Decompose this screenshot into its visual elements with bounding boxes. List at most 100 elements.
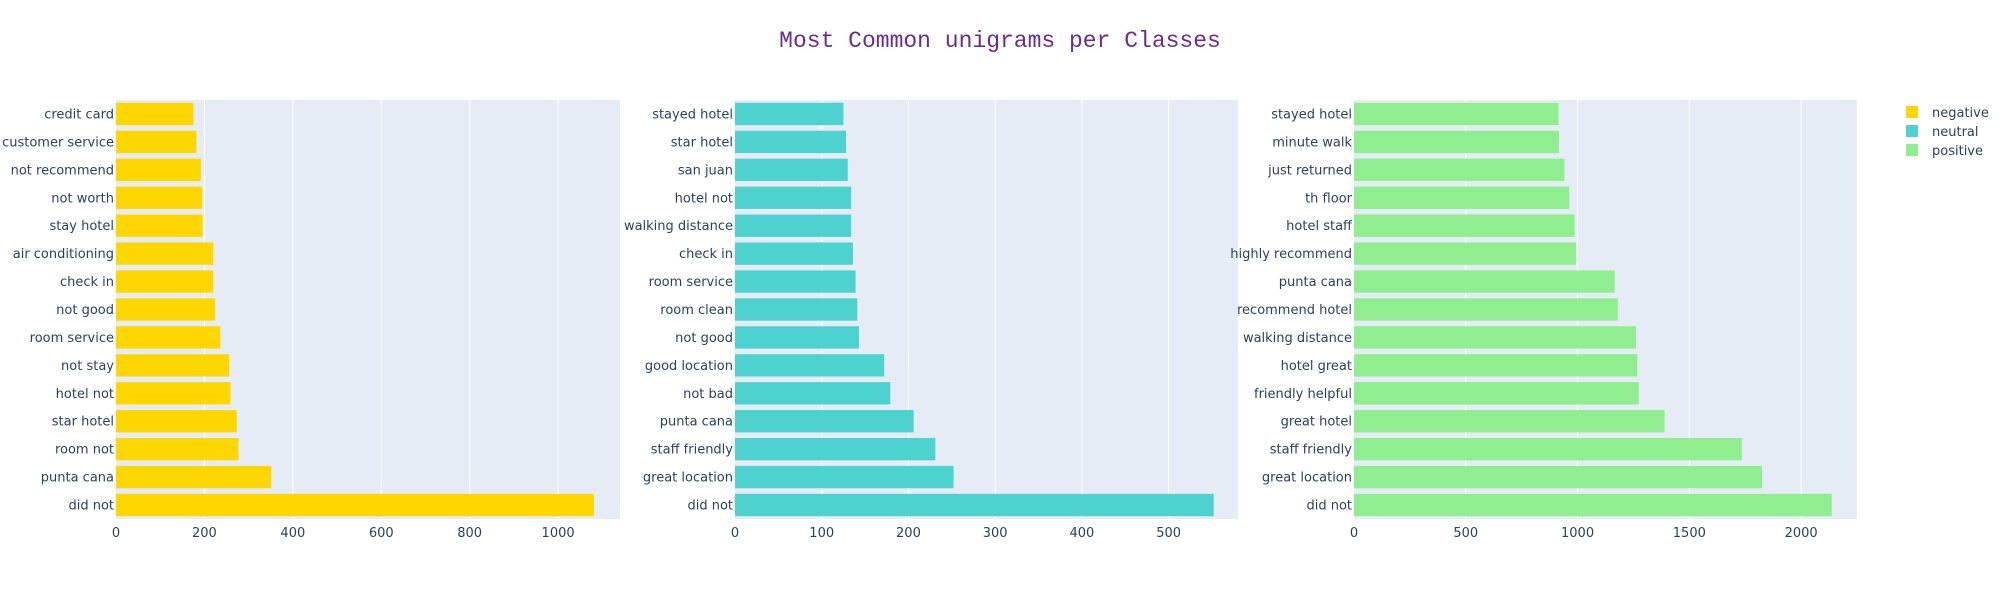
bar-stayed-hotel (735, 102, 844, 126)
bar-star-hotel (735, 130, 847, 154)
y-tick-label: friendly helpful (1254, 387, 1352, 402)
bar-great-location (1354, 465, 1762, 489)
bar-not-good (116, 298, 216, 321)
y-tick-label: just returned (1267, 163, 1352, 178)
y-tick-label: air conditioning (13, 247, 114, 262)
y-tick-label: recommend hotel (1237, 303, 1352, 318)
y-tick-label: not recommend (11, 163, 114, 178)
legend-label: positive (1932, 144, 1983, 159)
y-tick-label: did not (68, 499, 114, 514)
bar-staff-friendly (735, 437, 936, 461)
bar-credit-card (116, 102, 194, 126)
y-tick-label: not stay (61, 359, 114, 374)
chart-title: Most Common unigrams per Classes (779, 28, 1221, 54)
y-tick-label: good location (645, 359, 733, 374)
y-tick-label: credit card (44, 107, 114, 122)
bar-not-worth (116, 186, 203, 209)
y-tick-label: not good (56, 303, 114, 318)
y-tick-label: check in (60, 275, 114, 290)
bar-punta-cana (735, 410, 914, 433)
y-tick-label: hotel not (675, 191, 733, 206)
bar-great-location (735, 465, 954, 489)
bar-hotel-not (116, 382, 231, 405)
legend-item-positive[interactable]: positive (1906, 144, 1983, 159)
bar-hotel-great (1354, 354, 1638, 377)
y-tick-label: stayed hotel (652, 107, 733, 122)
x-tick-label: 100 (809, 526, 834, 541)
y-tick-label: star hotel (671, 135, 733, 150)
x-tick-label: 1500 (1673, 526, 1706, 541)
legend-label: negative (1932, 106, 1989, 121)
legend: negative neutral positive (1906, 106, 1989, 159)
legend-label: neutral (1932, 125, 1979, 140)
y-tick-label: walking distance (624, 219, 733, 234)
y-tick-label: room not (55, 443, 114, 458)
bar-just-returned (1354, 158, 1565, 182)
legend-item-negative[interactable]: negative (1906, 106, 1989, 121)
y-tick-label: room service (649, 275, 733, 290)
bar-did-not (1354, 493, 1832, 517)
bar-not-bad (735, 382, 891, 405)
y-tick-label: punta cana (660, 415, 733, 430)
y-tick-label: did not (687, 499, 733, 514)
y-tick-label: room service (30, 331, 114, 346)
bar-good-location (735, 354, 885, 377)
bar-san-juan (735, 158, 848, 182)
bar-punta-cana (1354, 270, 1615, 293)
bar-punta-cana (116, 465, 272, 489)
x-tick-label: 300 (983, 526, 1008, 541)
x-tick-label: 0 (1350, 526, 1358, 541)
subplot-negative: 0 200 400 600 800 1000 credit card customer ser… (2, 100, 620, 541)
bar-check-in (116, 270, 214, 293)
bar-hotel-not (735, 186, 852, 209)
bar-recommend-hotel (1354, 298, 1618, 321)
bar-walking-distance (1354, 326, 1636, 349)
legend-swatch (1906, 144, 1918, 156)
x-tick-label: 500 (1453, 526, 1478, 541)
bar-room-service (116, 326, 221, 349)
y-tick-label: stayed hotel (1271, 107, 1352, 122)
bar-not-good (735, 326, 860, 349)
bar-did-not (116, 493, 594, 517)
bar-check-in (735, 242, 853, 265)
bar-not-stay (116, 354, 230, 377)
bar-th-floor (1354, 186, 1570, 209)
y-tick-label: san juan (678, 163, 733, 178)
y-tick-label: th floor (1305, 191, 1353, 206)
x-tick-label: 800 (457, 526, 482, 541)
y-tick-label: not worth (51, 191, 114, 206)
y-tick-label: stay hotel (49, 219, 114, 234)
x-tick-label: 200 (192, 526, 217, 541)
x-tick-label: 0 (112, 526, 120, 541)
bar-customer-service (116, 130, 197, 154)
x-tick-label: 1000 (542, 526, 575, 541)
bar-stayed-hotel (1354, 102, 1559, 126)
y-tick-label: check in (679, 247, 733, 262)
bar-room-not (116, 437, 239, 461)
bar-friendly-helpful (1354, 382, 1639, 405)
y-tick-label: great hotel (1281, 415, 1352, 430)
y-tick-label: punta cana (1279, 275, 1352, 290)
bar-walking-distance (735, 214, 852, 237)
y-tick-label: hotel not (56, 387, 114, 402)
x-tick-label: 1000 (1561, 526, 1594, 541)
y-tick-label: room clean (660, 303, 733, 318)
y-tick-label: not good (675, 331, 733, 346)
y-tick-label: hotel staff (1286, 219, 1353, 234)
x-tick-label: 0 (731, 526, 739, 541)
y-tick-label: did not (1306, 499, 1352, 514)
y-tick-label: staff friendly (651, 443, 734, 458)
bar-room-service (735, 270, 856, 293)
bar-staff-friendly (1354, 437, 1742, 461)
bar-hotel-staff (1354, 214, 1575, 237)
y-tick-label: walking distance (1243, 331, 1352, 346)
legend-swatch (1906, 106, 1918, 118)
x-tick-label: 200 (896, 526, 921, 541)
y-tick-label: minute walk (1272, 135, 1352, 150)
y-tick-label: highly recommend (1230, 247, 1352, 262)
legend-item-neutral[interactable]: neutral (1906, 125, 1979, 140)
x-tick-label: 500 (1156, 526, 1181, 541)
